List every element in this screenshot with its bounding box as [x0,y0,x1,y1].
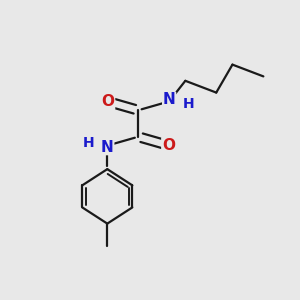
Text: O: O [101,94,114,109]
Text: N: N [101,140,114,154]
Text: N: N [163,92,175,107]
Text: H: H [182,97,194,111]
Text: O: O [163,138,176,153]
Text: H: H [82,136,94,150]
